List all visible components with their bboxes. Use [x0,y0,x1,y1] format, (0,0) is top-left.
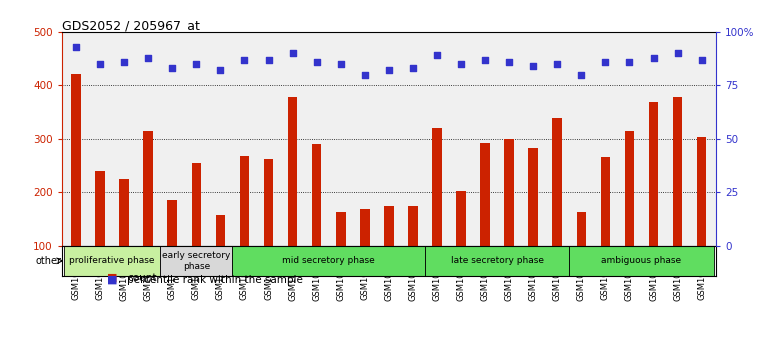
Point [214,68,226,73]
Bar [192,163,201,246]
Point [503,59,515,65]
Text: proliferative phase: proliferative phase [69,256,155,266]
Point [599,59,611,65]
Point [286,50,299,56]
Bar [648,102,658,246]
Bar [64,246,160,276]
Text: ambiguous phase: ambiguous phase [601,256,681,266]
Bar [167,200,177,246]
Point [70,44,82,50]
Point [334,61,346,67]
Text: ■: ■ [108,275,118,285]
Point [190,61,203,67]
Text: mid secretory phase: mid secretory phase [283,256,375,266]
Point [310,59,323,65]
Bar [143,131,153,246]
Bar [119,179,129,246]
Text: GDS2052 / 205967_at: GDS2052 / 205967_at [62,19,199,32]
Point [671,50,684,56]
Text: ■: ■ [108,273,118,282]
Point [551,61,564,67]
Point [648,55,660,60]
Point [94,61,106,67]
Point [359,72,371,78]
Point [166,65,179,71]
Bar [425,246,569,276]
Bar [384,206,393,246]
Bar [71,74,81,246]
Point [623,59,635,65]
Bar [432,128,442,246]
Point [238,57,250,62]
Bar [216,215,225,246]
Bar [673,97,682,246]
Point [430,52,443,58]
Bar [312,144,322,246]
Point [383,68,395,73]
Bar [95,171,105,246]
Bar [552,119,562,246]
Bar [480,143,490,246]
Bar [504,139,514,246]
Bar [233,246,425,276]
Bar [697,137,706,246]
Point [479,57,491,62]
Text: percentile rank within the sample: percentile rank within the sample [127,275,303,285]
Point [527,63,539,69]
Text: count: count [127,273,156,282]
Text: early secretory
phase: early secretory phase [162,251,230,270]
Point [142,55,154,60]
Point [118,59,130,65]
Point [695,57,708,62]
Bar [360,209,370,246]
Bar [408,206,417,246]
Bar [456,191,466,246]
Bar [336,212,346,246]
Text: late secretory phase: late secretory phase [450,256,544,266]
Bar [569,246,714,276]
Bar [624,131,634,246]
Bar [601,158,610,246]
Bar [160,246,233,276]
Point [407,65,419,71]
Bar [288,97,297,246]
Bar [239,156,249,246]
Text: other: other [35,256,61,266]
Bar [528,148,538,246]
Bar [577,212,586,246]
Point [575,72,588,78]
Bar [263,159,273,246]
Point [455,61,467,67]
Point [263,57,275,62]
